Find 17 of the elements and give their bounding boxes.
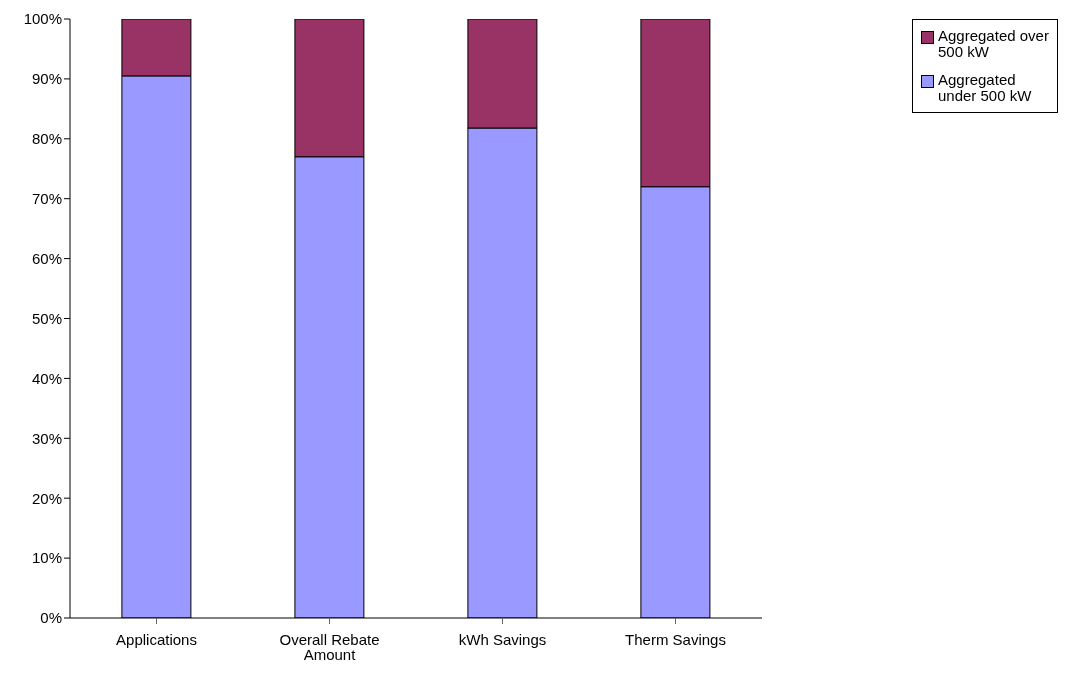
y-tick-label: 70% <box>31 190 62 208</box>
x-tick-label: Therm Savings <box>625 630 726 648</box>
y-tick-label: 20% <box>31 489 62 507</box>
legend-label: Aggregated under 500 kW <box>938 71 1033 104</box>
y-tick-label: 50% <box>31 309 62 327</box>
y-tick-label: 30% <box>31 429 62 447</box>
x-tick-label: Overall Rebate Amount <box>279 630 380 663</box>
y-tick-label: 10% <box>31 549 62 567</box>
y-tick-label: 100% <box>23 10 62 28</box>
y-tick-label: 60% <box>31 249 62 267</box>
x-tick-label: kWh Savings <box>458 630 547 648</box>
y-tick-label: 0% <box>40 609 62 627</box>
y-tick-label: 40% <box>31 369 62 387</box>
y-tick-label: 90% <box>31 70 62 88</box>
legend-label: Aggregated over 500 kW <box>938 27 1049 60</box>
x-tick-label: Applications <box>116 630 197 648</box>
y-tick-label: 80% <box>31 130 62 148</box>
